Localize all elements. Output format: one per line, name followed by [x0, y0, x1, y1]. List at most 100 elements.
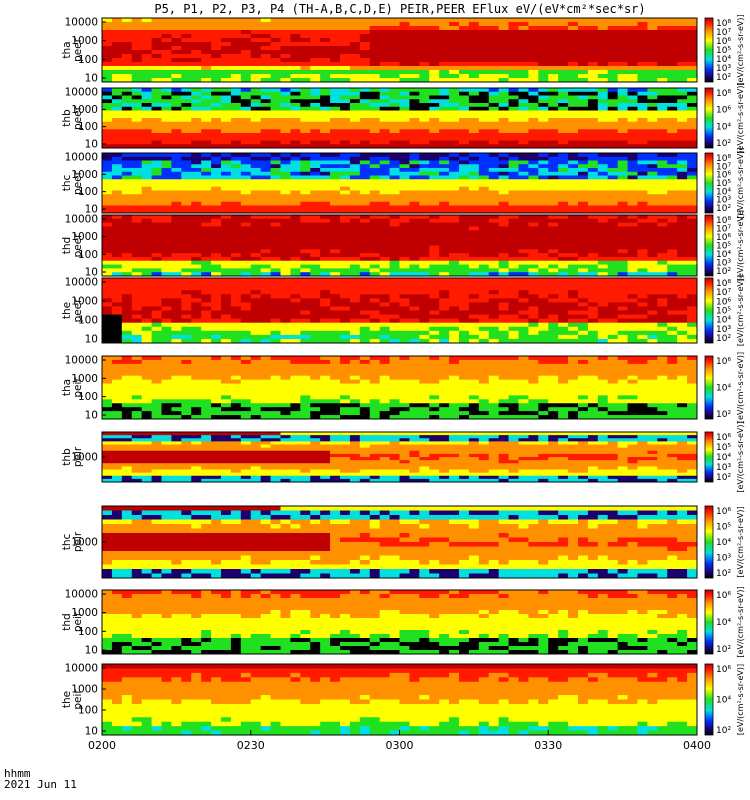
- heatmap-cell: [667, 302, 678, 307]
- heatmap-cell: [102, 66, 113, 71]
- heatmap-cell: [240, 156, 252, 161]
- heatmap-cell: [518, 22, 529, 27]
- heatmap-cell: [141, 95, 152, 100]
- heatmap-cell: [587, 99, 599, 104]
- heatmap-cell: [300, 38, 311, 43]
- heatmap-cell: [399, 74, 410, 79]
- heatmap-cell: [230, 38, 242, 43]
- heatmap-cell: [459, 302, 470, 307]
- heatmap-cell: [151, 103, 162, 108]
- heatmap-cell: [419, 66, 430, 71]
- heatmap-cell: [230, 226, 242, 231]
- heatmap-cell: [667, 121, 678, 126]
- heatmap-cell: [250, 183, 262, 188]
- heatmap-cell: [508, 272, 519, 277]
- heatmap-cell: [399, 302, 410, 307]
- heatmap-cell: [667, 91, 678, 96]
- heatmap-cell: [657, 34, 668, 39]
- heatmap-cell: [230, 209, 242, 214]
- heatmap-cell: [468, 205, 480, 210]
- heatmap-cell: [221, 153, 232, 158]
- heatmap-cell: [310, 226, 321, 231]
- heatmap-cell: [250, 70, 262, 75]
- heatmap-cell: [369, 42, 381, 47]
- heatmap-cell: [687, 54, 698, 59]
- heatmap-cell: [141, 290, 152, 295]
- heatmap-cell: [320, 70, 331, 75]
- heatmap-cell: [102, 371, 113, 377]
- heatmap-cell: [498, 302, 509, 307]
- heatmap-cell: [508, 103, 519, 108]
- heatmap-cell: [349, 234, 361, 239]
- heatmap-cell: [141, 278, 152, 283]
- heatmap-cell: [369, 322, 381, 328]
- heatmap-cell: [161, 230, 172, 235]
- heatmap-cell: [102, 205, 113, 210]
- heatmap-cell: [637, 282, 648, 287]
- heatmap-cell: [141, 260, 152, 265]
- heatmap-cell: [369, 218, 381, 224]
- y-tick-label: 100: [78, 249, 98, 261]
- heatmap-cell: [558, 278, 569, 283]
- heatmap-cell: [587, 186, 599, 191]
- heatmap-cell: [171, 290, 182, 295]
- heatmap-cell: [578, 103, 589, 108]
- heatmap-cell: [399, 190, 410, 195]
- heatmap-cell: [221, 54, 232, 59]
- heatmap-cell: [191, 194, 202, 199]
- heatmap-cell: [320, 179, 331, 184]
- heatmap-cell: [667, 88, 678, 93]
- heatmap-cell: [102, 103, 113, 108]
- heatmap-cell: [538, 338, 549, 344]
- heatmap-cell: [379, 38, 390, 43]
- heatmap-cell: [211, 50, 222, 55]
- heatmap-cell: [330, 160, 341, 165]
- heatmap-cell: [171, 201, 182, 206]
- heatmap-cell: [568, 125, 579, 130]
- heatmap-cell: [677, 136, 688, 141]
- heatmap-cell: [102, 144, 113, 149]
- heatmap-cell: [667, 54, 678, 59]
- heatmap-cell: [528, 209, 539, 214]
- heatmap-cell: [548, 318, 559, 324]
- heatmap-cell: [349, 326, 361, 332]
- heatmap-cell: [151, 194, 162, 199]
- heatmap-cell: [528, 272, 539, 277]
- heatmap-cell: [687, 121, 698, 126]
- heatmap-cell: [379, 241, 390, 246]
- heatmap-cell: [141, 298, 152, 303]
- heatmap-cell: [330, 110, 341, 115]
- heatmap-cell: [389, 99, 400, 104]
- heatmap-cell: [330, 205, 341, 210]
- heatmap-cell: [429, 175, 440, 180]
- y-tick-label: 1000: [71, 35, 98, 47]
- heatmap-cell: [578, 164, 589, 169]
- heatmap-cell: [102, 298, 113, 303]
- heatmap-cell: [419, 241, 430, 246]
- heatmap-cell: [587, 278, 599, 283]
- heatmap-cell: [300, 234, 311, 239]
- heatmap-cell: [359, 260, 371, 265]
- heatmap-cell: [211, 106, 222, 111]
- heatmap-cell: [607, 222, 619, 227]
- heatmap-cell: [290, 298, 301, 303]
- heatmap-cell: [260, 91, 271, 96]
- heatmap-cell: [151, 356, 162, 361]
- colorbar-tick-label: 10⁷: [716, 225, 731, 235]
- heatmap-cell: [558, 256, 569, 262]
- heatmap-cell: [349, 160, 361, 165]
- heatmap-cell: [399, 118, 410, 123]
- heatmap-cell: [657, 95, 668, 100]
- heatmap-cell: [429, 253, 440, 258]
- heatmap-cell: [548, 99, 559, 104]
- heatmap-cell: [300, 58, 311, 63]
- heatmap-cell: [657, 133, 668, 138]
- heatmap-cell: [161, 160, 172, 165]
- heatmap-cell: [131, 136, 143, 141]
- heatmap-cell: [439, 95, 450, 100]
- heatmap-cell: [627, 306, 638, 311]
- heatmap-cell: [102, 106, 113, 111]
- heatmap-cell: [478, 290, 490, 295]
- heatmap-cell: [459, 78, 470, 83]
- heatmap-cell: [459, 125, 470, 130]
